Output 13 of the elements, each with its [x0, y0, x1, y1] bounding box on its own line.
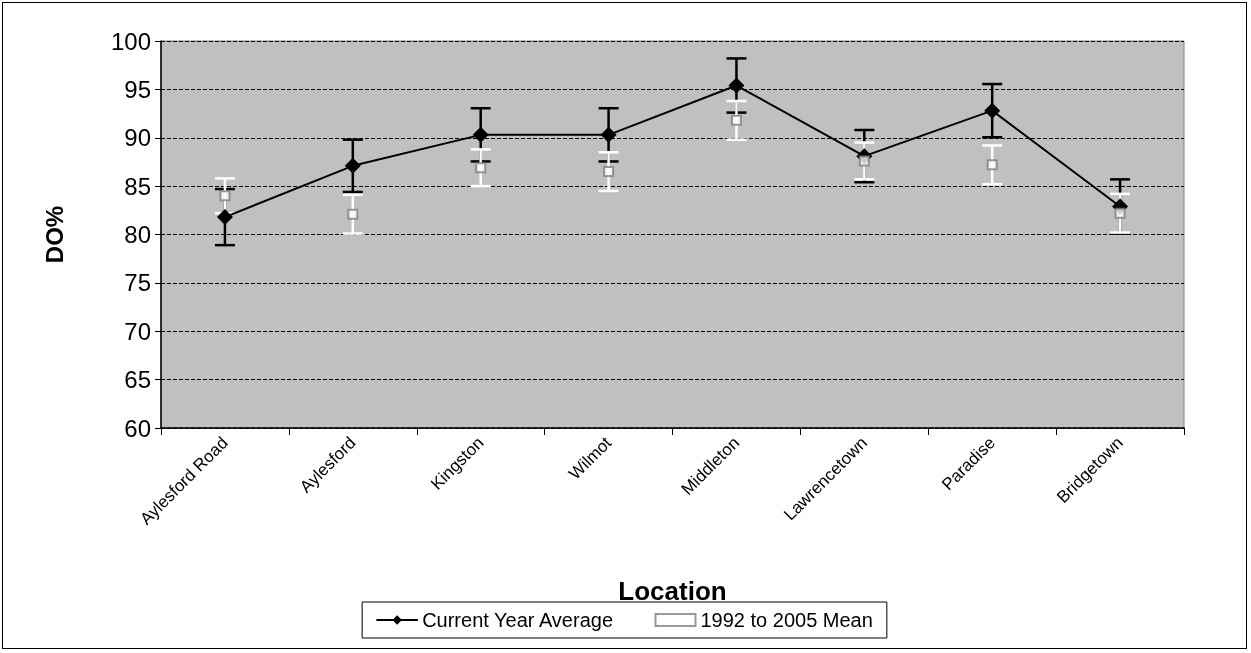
- y-tick-label: 70: [124, 317, 151, 345]
- y-tick-label: 95: [124, 75, 151, 103]
- y-tick-label: 85: [124, 172, 151, 200]
- y-tick-label: 65: [124, 366, 151, 394]
- y-tick-label: 100: [110, 27, 151, 55]
- y-axis-title: DO%: [40, 205, 68, 264]
- y-tick-label: 80: [124, 221, 151, 248]
- legend-label: 1992 to 2005 Mean: [700, 609, 873, 631]
- legend-label: Current Year Average: [422, 609, 614, 631]
- y-tick-label: 90: [124, 124, 151, 152]
- x-axis-title: Location: [618, 576, 727, 606]
- y-tick-label: 60: [124, 414, 151, 442]
- y-tick-label: 75: [124, 269, 151, 297]
